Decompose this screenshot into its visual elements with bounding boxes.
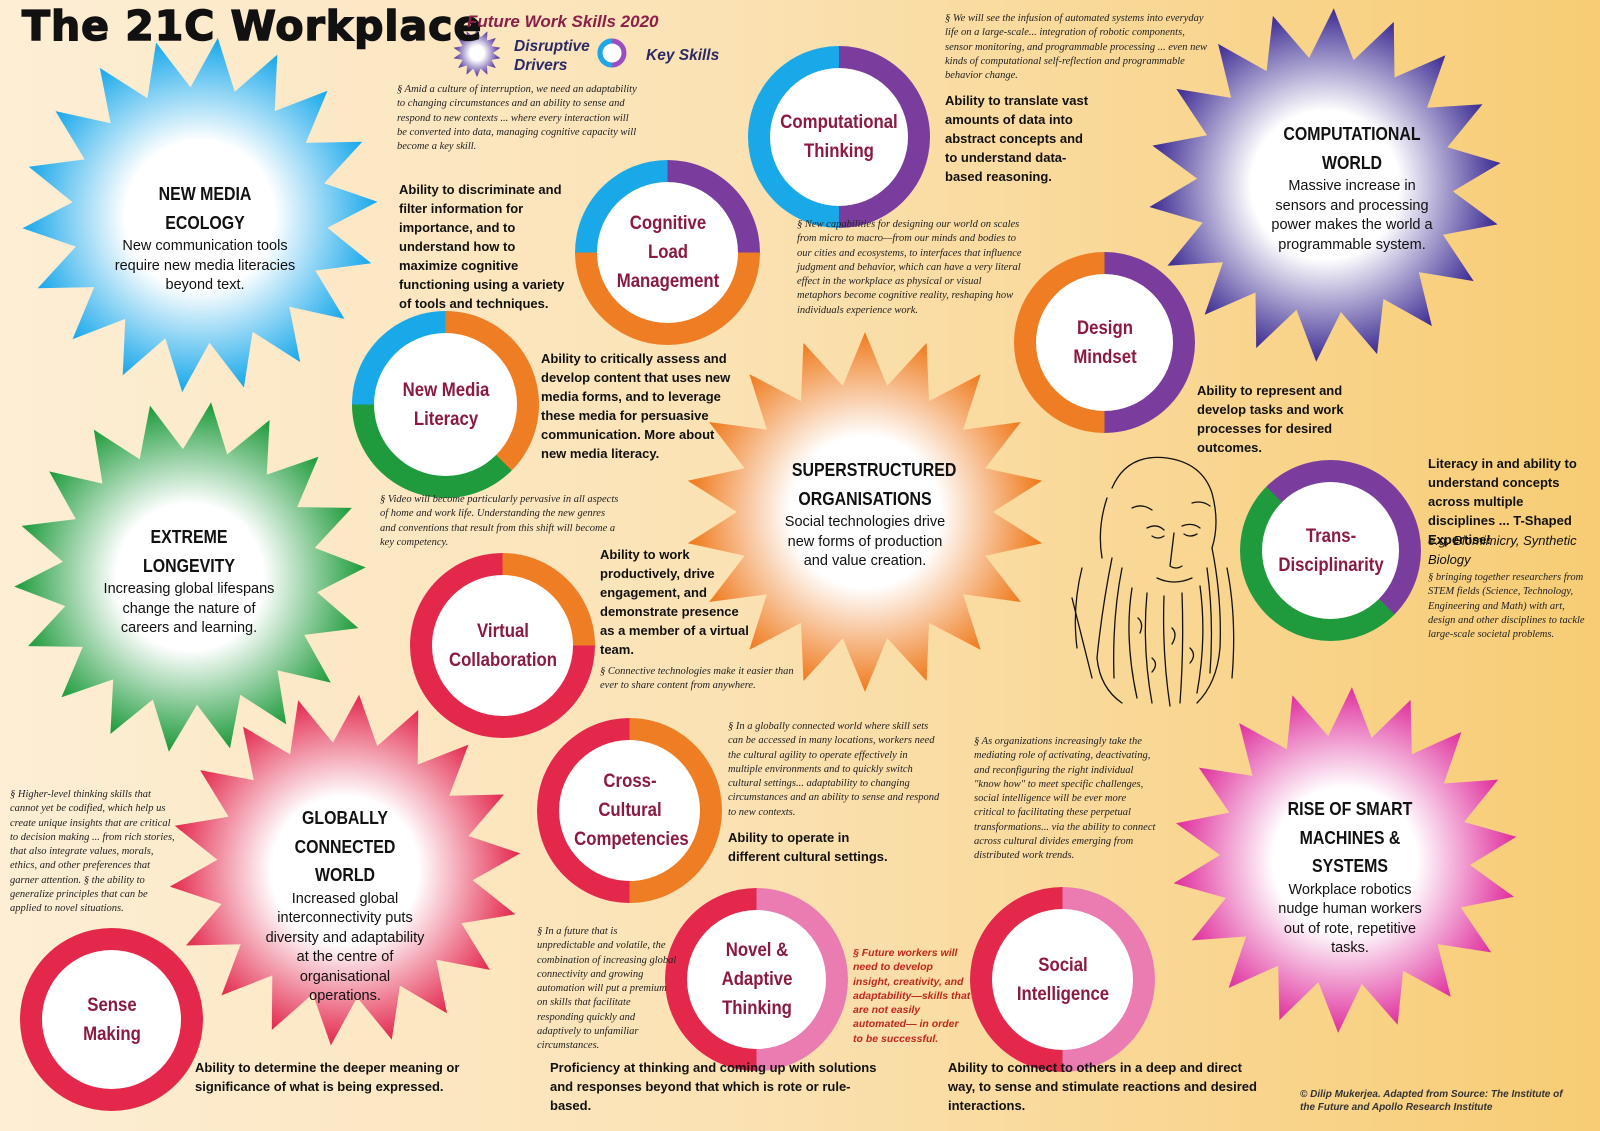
new-media-literacy-description: Ability to critically assess and develop… xyxy=(541,351,731,461)
skill-label: Virtual Collaboration xyxy=(448,619,557,671)
novel-adaptive-description: Proficiency at thinking and coming up wi… xyxy=(550,1060,877,1113)
skill-cross-cultural-competencies: Cross-Cultural Competencies xyxy=(537,718,722,903)
page-title: The 21C Workplace xyxy=(21,1,483,51)
leonardo-portrait-sketch xyxy=(1071,456,1235,707)
design-mindset-note: § New capabilities for designing our wor… xyxy=(797,219,1022,316)
skill-trans-disciplinarity: Trans-Disciplinarity xyxy=(1240,460,1421,641)
rise-of-smart-machines-starburst xyxy=(1173,687,1517,1033)
novel-adaptive-red-note: § Future workers will need to develop in… xyxy=(853,947,971,1045)
driver-title: NEW MEDIA ECOLOGY xyxy=(158,183,252,233)
skill-new-media-literacy: New Media Literacy xyxy=(352,311,539,498)
design-mindset-description: Ability to represent and develop tasks a… xyxy=(1197,383,1344,455)
legend-drivers-label: Disruptive Drivers xyxy=(514,38,590,74)
trans-disciplinarity-example: e.g. Biomimicry, Synthetic Biology xyxy=(1428,533,1577,567)
driver-superstructured-organisations: SUPERSTRUCTURED ORGANISATIONS Social tec… xyxy=(780,456,957,572)
skill-label: Design Mindset xyxy=(1072,316,1137,368)
cognitive-load-note: § Amid a culture of interruption, we nee… xyxy=(397,84,637,153)
skill-sense-making: Sense Making xyxy=(20,928,203,1111)
driver-description: New communication tools require new medi… xyxy=(114,238,296,293)
computational-thinking-note: § We will see the infusion of automated … xyxy=(945,13,1207,82)
trans-disciplinarity-note: § bringing together researchers from STE… xyxy=(1428,572,1585,641)
computational-world-starburst xyxy=(1149,8,1501,362)
new-media-ecology-starburst xyxy=(22,37,378,393)
driver-new-media-ecology: NEW MEDIA ECOLOGY New communication tool… xyxy=(105,180,305,296)
skill-label: Computational Thinking xyxy=(780,111,898,162)
skill-computational-thinking: Computational Thinking xyxy=(748,46,930,228)
superstructured-organisations-starburst xyxy=(687,332,1043,692)
skill-label: Cognitive Load Management xyxy=(616,212,719,292)
driver-description: Social technologies drive new forms of p… xyxy=(784,514,946,569)
skill-novel-adaptive-thinking: Novel & Adaptive Thinking xyxy=(665,888,848,1071)
skill-label: Trans-Disciplinarity xyxy=(1277,524,1384,576)
legend-driver-star-icon xyxy=(453,29,501,77)
driver-globally-connected-world: GLOBALLY CONNECTED WORLD Increased globa… xyxy=(264,804,426,1007)
driver-rise-of-smart-machines: RISE OF SMART MACHINES & SYSTEMS Workpla… xyxy=(1270,795,1430,959)
driver-title: GLOBALLY CONNECTED WORLD xyxy=(294,807,396,885)
driver-computational-world: COMPUTATIONAL WORLD Massive increase in … xyxy=(1262,120,1442,255)
driver-title: COMPUTATIONAL WORLD xyxy=(1283,123,1421,173)
computational-thinking-description: Ability to translate vast amounts of dat… xyxy=(945,93,1089,184)
sense-making-note: § Higher-level thinking skills that cann… xyxy=(10,789,175,915)
cross-cultural-description: Ability to operate in different cultural… xyxy=(728,830,888,864)
legend-skill-ring-half xyxy=(597,38,613,68)
skill-virtual-collaboration: Virtual Collaboration xyxy=(410,553,595,738)
skill-label: New Media Literacy xyxy=(402,378,489,430)
driver-description: Workplace robotics nudge human workers o… xyxy=(1278,881,1422,957)
globally-connected-world-starburst xyxy=(169,694,521,1046)
skill-label: Novel & Adaptive Thinking xyxy=(721,939,792,1019)
social-intelligence-note: § As organizations increasingly take the… xyxy=(974,736,1156,862)
skill-label: Sense Making xyxy=(82,993,141,1045)
driver-description: Increased global interconnectivity puts … xyxy=(265,890,425,1005)
driver-title: SUPERSTRUCTURED ORGANISATIONS xyxy=(791,459,957,509)
cross-cultural-note: § In a globally connected world where sk… xyxy=(728,721,940,818)
driver-extreme-longevity: EXTREME LONGEVITY Increasing global life… xyxy=(99,523,279,639)
skill-social-intelligence: Social Intelligence xyxy=(970,887,1155,1072)
novel-adaptive-note: § In a future that is unpredictable and … xyxy=(537,926,677,1052)
social-intelligence-description: Ability to connect to others in a deep a… xyxy=(948,1060,1257,1113)
driver-description: Increasing global lifespans change the n… xyxy=(103,581,275,636)
legend-title: Future Work Skills 2020 xyxy=(467,12,659,31)
sense-making-description: Ability to determine the deeper meaning … xyxy=(195,1060,460,1094)
cognitive-load-description: Ability to discriminate and filter infor… xyxy=(399,182,565,311)
legend-skills-label: Key Skills xyxy=(646,47,720,64)
skill-cognitive-load-management: Cognitive Load Management xyxy=(575,160,760,345)
skill-label: Cross-Cultural Competencies xyxy=(573,770,689,850)
virtual-collaboration-note: § Connective technologies make it easier… xyxy=(600,666,794,692)
driver-title: RISE OF SMART MACHINES & SYSTEMS xyxy=(1287,798,1413,876)
virtual-collaboration-description: Ability to work productively, drive enga… xyxy=(600,547,749,657)
driver-description: Massive increase in sensors and processi… xyxy=(1271,178,1433,253)
source-credit: © Dilip Mukerjea. Adapted from Source: T… xyxy=(1300,1089,1563,1113)
new-media-literacy-note: § Video will become particularly pervasi… xyxy=(380,494,619,548)
skill-design-mindset: Design Mindset xyxy=(1014,252,1195,433)
extreme-longevity-starburst xyxy=(14,402,366,752)
trans-disciplinarity-description: Literacy in and ability to understand co… xyxy=(1428,456,1577,547)
skill-label: Social Intelligence xyxy=(1016,953,1109,1005)
driver-title: EXTREME LONGEVITY xyxy=(143,526,235,576)
